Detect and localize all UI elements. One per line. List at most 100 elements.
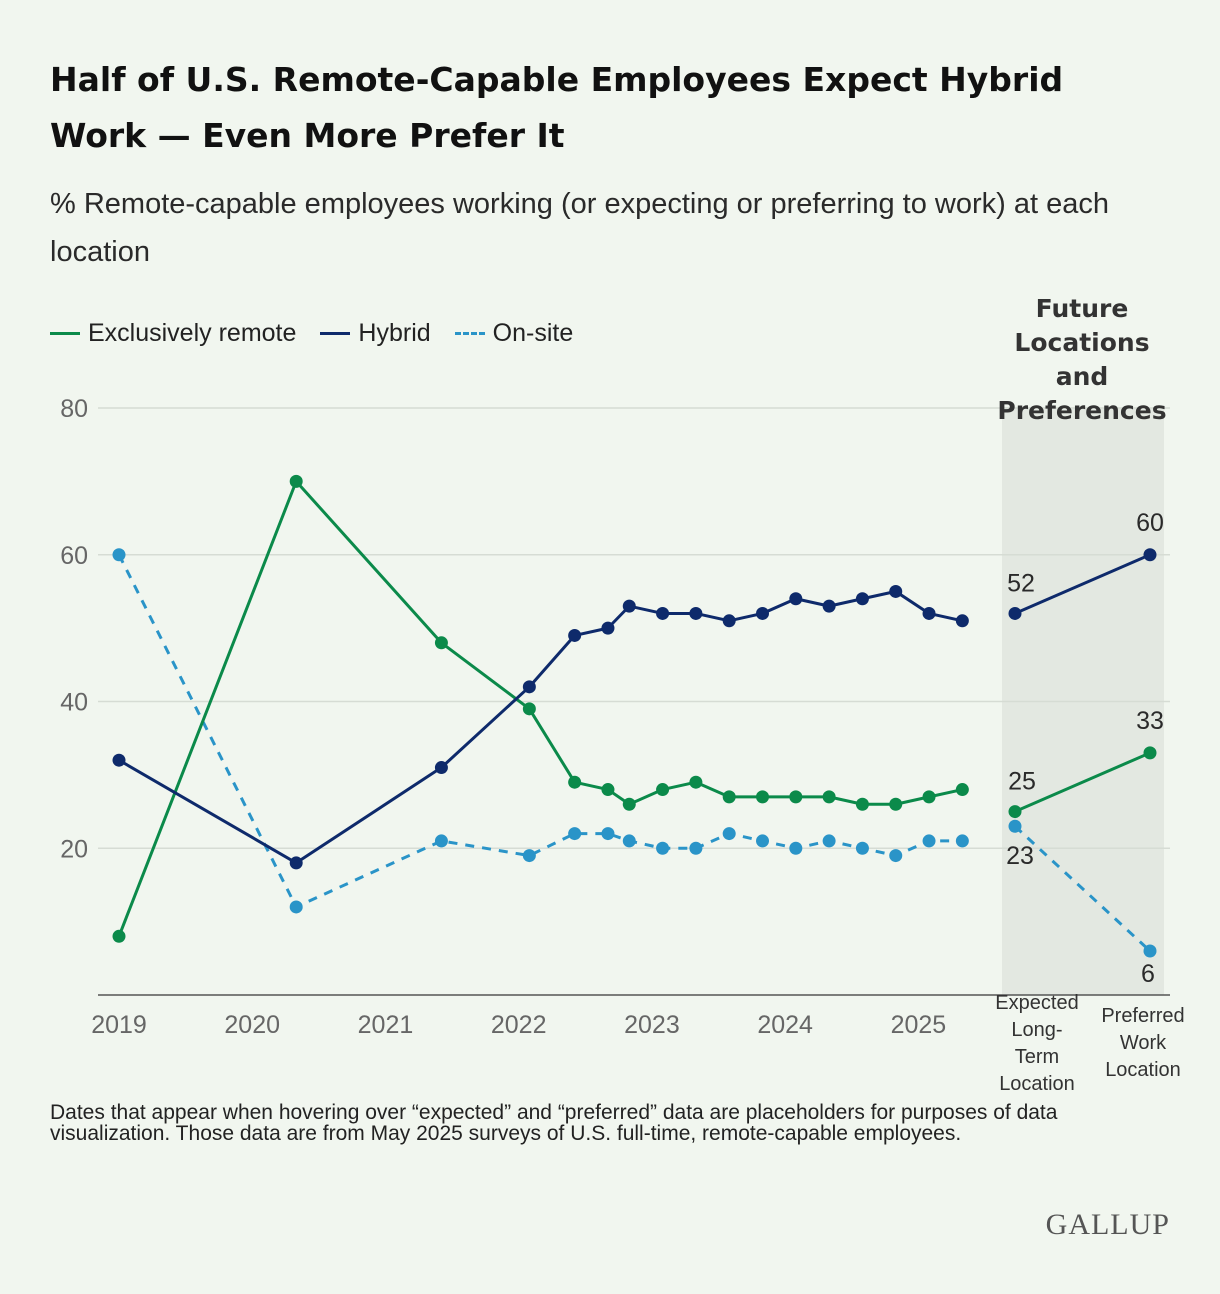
data-point-remote [622, 797, 636, 811]
data-point-remote [601, 783, 615, 797]
data-point-onsite [112, 548, 126, 562]
future-point-remote [1143, 746, 1157, 760]
data-point-remote [289, 474, 303, 488]
x-tick-label: 2021 [358, 1011, 414, 1039]
future-point-remote [1008, 805, 1022, 819]
data-point-remote [112, 929, 126, 943]
future-line-hybrid [1014, 553, 1151, 615]
future-panel-title-line: Preferences [997, 396, 1166, 425]
line-chart: 20 40 60 80 2019 2020 2021 2022 2023 2024 2025 Futu… [60, 294, 1185, 1095]
data-point-hybrid [789, 592, 803, 606]
x-tick-label: 2024 [757, 1011, 813, 1039]
chart-subtitle: % Remote-capable employees working (or e… [50, 188, 1109, 268]
data-point-remote [889, 797, 903, 811]
data-point-remote [568, 775, 582, 789]
data-point-remote [855, 797, 869, 811]
legend-label-hybrid: Hybrid [358, 318, 431, 347]
series-line-remote [117, 479, 963, 937]
data-point-onsite [756, 834, 770, 848]
data-label-remote-preferred: 33 [1136, 707, 1164, 735]
future-category-label: Term [1015, 1046, 1059, 1068]
data-point-onsite [522, 849, 536, 863]
future-point-onsite [1008, 819, 1022, 833]
data-point-onsite [822, 834, 836, 848]
future-panel-title-line: Locations [1014, 328, 1149, 357]
data-point-hybrid [601, 621, 615, 635]
data-point-onsite [789, 841, 803, 855]
legend-swatch-onsite [454, 331, 485, 335]
data-point-remote [955, 783, 969, 797]
legend-item-remote[interactable]: Exclusively remote [50, 319, 296, 348]
y-tick-label: 40 [60, 689, 88, 717]
future-category-label: Expected [995, 992, 1078, 1014]
y-tick-label: 60 [60, 542, 88, 570]
future-point-hybrid [1008, 606, 1022, 620]
x-tick-label: 2025 [891, 1011, 947, 1039]
data-point-onsite [601, 827, 615, 841]
data-point-hybrid [922, 606, 936, 620]
x-tick-label: 2019 [91, 1011, 147, 1039]
data-point-hybrid [112, 753, 126, 767]
data-point-hybrid [722, 614, 736, 628]
data-point-hybrid [822, 599, 836, 613]
data-point-hybrid [889, 584, 903, 598]
data-label-hybrid-preferred: 60 [1136, 509, 1164, 537]
data-point-remote [756, 790, 770, 804]
data-point-onsite [434, 834, 448, 848]
data-point-onsite [955, 834, 969, 848]
future-line-remote [1014, 751, 1151, 813]
chart-title: Half of U.S. Remote-Capable Employees Ex… [50, 52, 1170, 164]
data-point-remote [922, 790, 936, 804]
data-point-hybrid [689, 606, 703, 620]
data-label-onsite-expected: 23 [1006, 842, 1034, 870]
future-point-onsite [1143, 944, 1157, 958]
legend-swatch-hybrid [320, 331, 351, 335]
data-point-onsite [855, 841, 869, 855]
legend-item-onsite[interactable]: On-site [454, 318, 574, 348]
data-point-hybrid [955, 614, 969, 628]
future-panel-title-line: and [1056, 362, 1109, 391]
data-point-onsite [889, 849, 903, 863]
data-label-onsite-preferred: 6 [1141, 960, 1155, 988]
data-point-remote [822, 790, 836, 804]
y-tick-label: 80 [60, 395, 88, 423]
data-point-hybrid [289, 856, 303, 870]
data-point-remote [522, 702, 536, 716]
data-point-hybrid [656, 606, 670, 620]
legend-item-hybrid[interactable]: Hybrid [320, 318, 431, 348]
future-category-label: Work [1120, 1032, 1167, 1054]
future-line-onsite [1013, 825, 1152, 953]
data-point-remote [434, 636, 448, 650]
data-point-onsite [622, 834, 636, 848]
data-point-remote [789, 790, 803, 804]
data-point-hybrid [522, 680, 536, 694]
x-tick-label: 2022 [491, 1011, 547, 1039]
data-point-onsite [689, 841, 703, 855]
future-category-label: Location [999, 1073, 1075, 1095]
y-tick-label: 20 [60, 835, 88, 863]
future-panel-title-line: Future [1036, 294, 1129, 323]
legend-label-onsite: On-site [492, 318, 574, 347]
data-point-remote [722, 790, 736, 804]
data-point-remote [689, 775, 703, 789]
legend-swatch-remote [50, 331, 80, 335]
x-tick-label: 2023 [624, 1011, 680, 1039]
data-point-onsite [568, 827, 582, 841]
future-category-label: Preferred [1101, 1005, 1184, 1027]
data-point-hybrid [756, 606, 770, 620]
data-point-onsite [722, 827, 736, 841]
gallup-logo: GALLUP [1045, 1208, 1170, 1241]
data-label-hybrid-expected: 52 [1007, 569, 1035, 597]
future-category-label: Long- [1011, 1019, 1062, 1041]
data-label-remote-expected: 25 [1008, 768, 1036, 796]
future-point-hybrid [1143, 548, 1157, 562]
x-tick-label: 2020 [224, 1011, 280, 1039]
legend: Exclusively remote Hybrid On-site [50, 313, 597, 353]
data-point-hybrid [568, 628, 582, 642]
legend-label-remote: Exclusively remote [88, 318, 297, 347]
data-point-remote [656, 783, 670, 797]
chart-title-line-2: Work — Even More Prefer It [50, 116, 565, 155]
data-point-hybrid [855, 592, 869, 606]
chart-title-line-1: Half of U.S. Remote-Capable Employees Ex… [50, 60, 1064, 99]
future-category-label: Location [1105, 1059, 1181, 1081]
